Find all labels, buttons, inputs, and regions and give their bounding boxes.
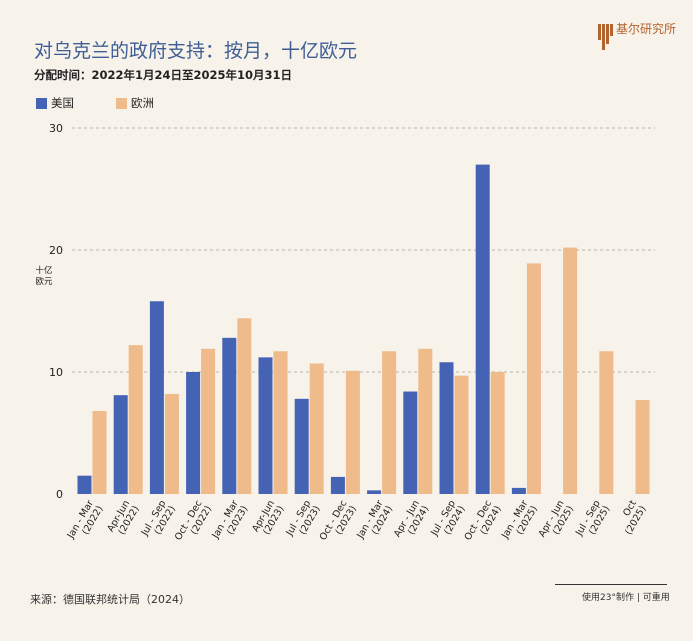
x-tick-label: Oct(2025)	[621, 498, 648, 537]
y-axis-label: 十亿欧元	[33, 266, 55, 288]
chart-title: 对乌克兰的政府支持：按月，十亿欧元	[34, 40, 358, 62]
x-tick-label: Apr-Jun(2022)	[105, 499, 141, 537]
logo-icon	[598, 24, 613, 50]
legend-label-us: 美国	[51, 96, 74, 110]
bar-us-5	[258, 357, 273, 494]
gridlines	[72, 127, 655, 373]
bar-us-11	[475, 164, 490, 494]
bar-us-9	[403, 391, 418, 494]
bar-us-6	[294, 398, 309, 494]
legend-swatch-eu	[116, 97, 127, 109]
x-tick-label: Jan - Mar(2024)	[355, 498, 396, 541]
credit-divider	[555, 584, 667, 585]
y-tick-label: 20	[49, 244, 63, 257]
legend-swatch-us	[36, 97, 47, 109]
bar-us-7	[330, 476, 345, 494]
y-tick-labels: 0 10 20 30	[49, 122, 63, 501]
bar-us-4	[222, 337, 237, 494]
x-tick-label: Oct - Dec(2023)	[318, 499, 359, 543]
bar-eu-2	[164, 393, 179, 494]
logo: 基尔研究所	[598, 22, 684, 52]
chart-subtitle: 分配时间：2022年1月24日至2025年10月31日	[34, 68, 293, 82]
bar-eu-12	[526, 263, 541, 494]
legend-label-eu: 欧洲	[131, 96, 154, 110]
bar-eu-7	[345, 370, 360, 494]
logo-text: 基尔研究所	[616, 22, 677, 36]
bar-eu-10	[454, 375, 469, 494]
bar-eu-8	[382, 351, 397, 494]
x-tick-label: Apr-Jun(2023)	[250, 499, 286, 537]
bar-eu-9	[418, 348, 433, 494]
bar-eu-4	[237, 318, 252, 494]
bar-us-8	[367, 490, 382, 494]
bar-eu-1	[128, 345, 143, 494]
x-tick-label: Apr - Jun(2024)	[392, 499, 431, 540]
bar-us-10	[439, 362, 454, 494]
bar-eu-0	[92, 411, 107, 494]
x-tick-label: Apr - Jun(2025)	[537, 499, 576, 540]
bar-eu-14	[599, 351, 614, 494]
bar-us-3	[186, 372, 201, 494]
bar-eu-13	[563, 247, 578, 494]
legend-item-us: 美国	[36, 95, 74, 111]
credit-note: 使用23°制作 | 可重用	[582, 593, 670, 603]
bar-us-12	[511, 487, 526, 494]
bar-eu-3	[201, 348, 216, 494]
legend: 美国 欧洲	[36, 95, 196, 111]
x-tick-label: Jan - Mar(2025)	[499, 498, 540, 541]
x-tick-label: Oct - Dec(2024)	[463, 499, 504, 543]
bars	[77, 164, 650, 494]
bar-eu-11	[490, 372, 505, 494]
legend-item-eu: 欧洲	[116, 95, 154, 111]
bar-eu-5	[273, 351, 288, 494]
x-tick-label: Jul - Sep(2025)	[573, 499, 612, 539]
x-tick-label: Jan - Mar(2023)	[210, 498, 251, 541]
bar-us-1	[113, 395, 128, 494]
y-tick-label: 10	[49, 366, 63, 379]
bar-us-0	[77, 475, 92, 494]
source-note: 来源：德国联邦统计局（2024）	[30, 593, 190, 606]
y-tick-label: 0	[56, 488, 63, 501]
bar-us-2	[149, 301, 164, 494]
bar-eu-6	[309, 363, 324, 494]
bar-eu-15	[635, 400, 650, 494]
x-tick-label: Jan - Mar(2022)	[65, 498, 106, 541]
y-axis-label-text: 十亿欧元	[35, 266, 53, 287]
x-tick-labels: Jan - Mar(2022) Apr-Jun(2022) Jul - Sep(20…	[65, 498, 649, 543]
y-tick-label: 30	[49, 122, 63, 135]
x-tick-label: Oct - Dec(2022)	[173, 499, 214, 543]
